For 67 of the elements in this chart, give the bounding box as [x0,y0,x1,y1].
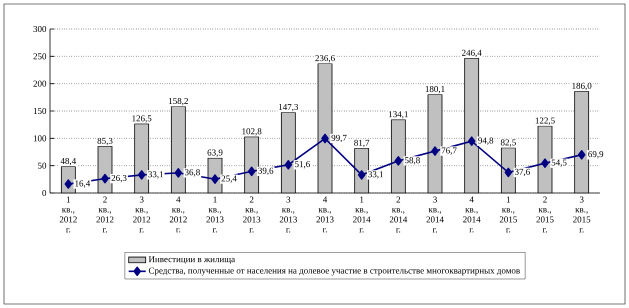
point [174,168,182,178]
x-tick-label: 2 кв., 2014 г. [390,196,408,232]
x-tick-label: 3 кв., 2012 г. [133,196,150,232]
data-label: 36,8 [184,169,200,177]
point [578,150,586,160]
x-tick-label: 3 кв., 2015 г. [573,196,590,232]
point [321,134,329,144]
data-label: 69,9 [588,151,604,158]
y-tick-label: 100 [34,135,46,142]
data-label: 58,8 [405,157,420,165]
point [248,166,256,176]
point [504,168,512,178]
data-label: 26,3 [112,174,127,182]
data-label: 134,1 [389,111,408,118]
data-label: 99,7 [331,134,347,142]
x-tick-label: 4 кв., 2014 г. [463,196,480,232]
data-label: 54,5 [552,160,567,167]
data-label: 48,4 [60,158,76,166]
y-tick-label: 300 [33,26,46,32]
y-tick-label: 200 [33,80,46,87]
data-label: 16,4 [75,180,90,188]
data-label: 186,0 [572,82,592,90]
data-label: 246,4 [462,50,482,58]
data-label: 51,6 [295,161,310,168]
data-label: 81,7 [354,140,370,148]
x-tick-label: 4 кв., 2012 г. [170,196,187,232]
data-label: 85,3 [98,138,113,146]
data-label: 122,5 [536,118,555,125]
data-label: 102,8 [242,128,262,136]
x-tick-label: 2 кв., 2012 г. [96,196,114,232]
x-tick-label: 3 кв., 2014 г. [426,196,444,232]
data-label: 33,1 [368,171,384,179]
y-tick-label: 0 [42,190,46,196]
data-label: 37,6 [514,168,530,176]
x-tick-label: 1 кв., 2015 г. [500,196,517,232]
point [358,170,366,180]
x-tick-label: 3 кв., 2013 г. [280,196,297,232]
y-tick-label: 50 [38,162,46,169]
x-tick-label: 1 кв., 2014 г. [353,196,370,232]
point [138,170,146,180]
data-label: 39,6 [258,168,274,176]
x-tick-label: 2 кв., 2013 г. [243,196,260,232]
data-label: 236,6 [315,55,335,62]
legend-label: Средства, полученные от населения на долевое участие в строительстве многоквартирных домов [148,268,520,276]
y-tick-label: 250 [33,53,46,60]
point [394,156,402,166]
x-tick-label: 1 кв., 2012 г. [60,196,77,232]
point [284,160,292,170]
data-label: 147,3 [279,104,298,112]
data-label: 180,1 [426,86,445,94]
y-tick-label: 150 [34,108,46,114]
data-label: 33,1 [148,171,164,179]
x-tick-label: 4 кв., 2013 г. [316,196,334,232]
data-label: 82,5 [500,139,516,147]
point [541,158,549,168]
data-label: 94,8 [478,138,494,145]
data-label: 158,2 [169,98,188,106]
x-tick-label: 1 кв., 2013 г. [206,196,224,232]
point [431,146,439,156]
data-label: 126,5 [132,115,152,123]
data-label: 25,4 [222,175,237,183]
point [101,174,109,184]
data-label: 63,9 [208,150,222,157]
legend-label: Инвестиции в жилища [148,256,235,264]
x-tick-label: 2 кв., 2015 г. [536,196,554,232]
point [468,136,476,146]
data-label: 76,7 [442,147,457,155]
